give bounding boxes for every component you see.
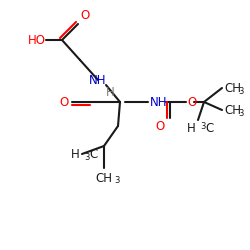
Text: CH: CH: [96, 172, 112, 185]
Text: H: H: [187, 122, 196, 135]
Text: CH: CH: [224, 104, 241, 117]
Text: O: O: [60, 96, 69, 108]
Text: 3: 3: [200, 122, 205, 131]
Text: 3: 3: [238, 108, 244, 118]
Text: C: C: [205, 122, 213, 135]
Text: H: H: [106, 86, 115, 98]
Text: HO: HO: [28, 34, 46, 46]
Text: 3: 3: [84, 154, 89, 162]
Text: O: O: [156, 120, 165, 133]
Text: O: O: [80, 9, 89, 22]
Text: 3: 3: [238, 86, 244, 96]
Text: O: O: [187, 96, 196, 108]
Text: CH: CH: [224, 82, 241, 94]
Text: NH: NH: [150, 96, 168, 108]
Text: C: C: [89, 148, 97, 160]
Text: 3: 3: [114, 176, 119, 185]
Text: H: H: [71, 148, 80, 160]
Text: NH: NH: [89, 74, 107, 86]
